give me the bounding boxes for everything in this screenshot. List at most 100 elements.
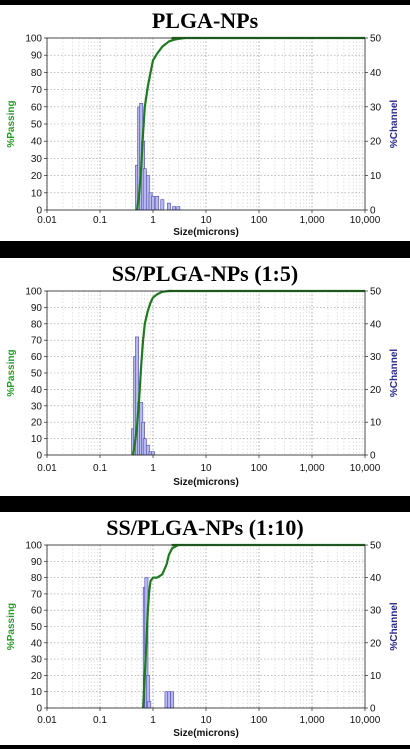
left-axis-label: %Passing	[6, 349, 17, 396]
chart-plot: 0 10 20 30 40 50 60 70 80 90 100 0 10 20 30 40 50 0.01 0.1…	[0, 258, 410, 496]
right-tick-label: 20	[370, 638, 382, 649]
channel-bar	[177, 207, 180, 210]
left-tick-label: 80	[31, 68, 43, 79]
right-tick-label: 50	[370, 287, 382, 298]
x-tick-label: 1	[150, 463, 156, 474]
x-tick-label: 0.01	[37, 215, 57, 226]
x-tick-label: 1	[150, 215, 156, 226]
right-axis-label: %Channel	[389, 602, 400, 651]
chart-panel-3: SS/PLGA-NPs (1:10) 0 10 20 30 40 50 60 70 80 90 10…	[0, 512, 410, 745]
x-tick-label: 10	[200, 715, 212, 726]
left-tick-label: 70	[31, 589, 43, 600]
x-tick-label: 0.01	[37, 463, 57, 474]
grid	[47, 291, 365, 455]
left-tick-label: 20	[31, 418, 43, 429]
left-tick-label: 100	[25, 541, 42, 552]
x-tick-label: 0.1	[93, 715, 107, 726]
channel-bar	[172, 207, 175, 210]
right-tick-label: 30	[370, 352, 382, 363]
channel-bar	[171, 692, 174, 708]
x-tick-label: 0.1	[93, 215, 107, 226]
right-tick-label: 30	[370, 606, 382, 617]
left-tick-label: 90	[31, 51, 43, 62]
chart-panel-1: PLGA-NPs 0 10 20 30 40 50 60 70 80 90 100 0 10 20 30 40…	[0, 5, 410, 241]
right-tick-label: 40	[370, 319, 382, 330]
left-tick-label: 100	[25, 287, 42, 298]
x-tick-label: 1	[150, 715, 156, 726]
channel-bar	[143, 439, 146, 455]
right-tick-label: 50	[370, 541, 382, 552]
x-axis-label: Size(microns)	[173, 227, 239, 238]
right-tick-label: 50	[370, 34, 382, 45]
right-tick-label: 30	[370, 102, 382, 113]
left-tick-label: 100	[25, 34, 42, 45]
channel-bar	[148, 701, 151, 708]
x-tick-label: 10	[200, 463, 212, 474]
left-tick-label: 0	[36, 451, 42, 462]
left-tick-label: 10	[31, 434, 43, 445]
x-tick-label: 1,000	[299, 463, 324, 474]
x-tick-label: 10	[200, 215, 212, 226]
x-tick-label: 100	[251, 463, 268, 474]
right-tick-label: 10	[370, 671, 382, 682]
left-tick-label: 30	[31, 154, 43, 165]
channel-bar	[151, 452, 154, 455]
x-tick-label: 10,000	[350, 715, 381, 726]
left-tick-label: 50	[31, 369, 43, 380]
x-tick-label: 10,000	[350, 215, 381, 226]
right-tick-label: 40	[370, 573, 382, 584]
chart-plot: 0 10 20 30 40 50 60 70 80 90 100 0 10 20 30 40 50 0.01 0.1…	[0, 512, 410, 745]
chart-panel-2: SS/PLGA-NPs (1:5) 0 10 20 30 40 50 60 70 80 90 100…	[0, 258, 410, 496]
right-tick-label: 0	[370, 704, 376, 715]
x-tick-label: 1,000	[299, 215, 324, 226]
left-tick-label: 70	[31, 85, 43, 96]
channel-bar	[167, 203, 170, 210]
left-tick-label: 20	[31, 671, 43, 682]
x-tick-label: 100	[251, 715, 268, 726]
left-tick-label: 10	[31, 188, 43, 199]
x-axis-label: Size(microns)	[173, 477, 239, 488]
left-tick-label: 90	[31, 557, 43, 568]
left-tick-label: 40	[31, 638, 43, 649]
right-tick-label: 40	[370, 68, 382, 79]
left-tick-label: 10	[31, 687, 43, 698]
right-axis-label: %Channel	[389, 100, 400, 149]
left-tick-label: 50	[31, 120, 43, 131]
left-tick-label: 90	[31, 303, 43, 314]
channel-bar	[143, 169, 146, 210]
left-axis-label: %Passing	[6, 100, 17, 147]
x-tick-label: 100	[251, 215, 268, 226]
right-axis-label: %Channel	[389, 349, 400, 398]
channel-bar	[151, 196, 154, 210]
x-tick-label: 0.01	[37, 715, 57, 726]
left-tick-label: 30	[31, 655, 43, 666]
chart-plot: 0 10 20 30 40 50 60 70 80 90 100 0 10 20 30 40 50 0.01 0.1…	[0, 5, 410, 241]
left-tick-label: 80	[31, 573, 43, 584]
left-tick-label: 40	[31, 385, 43, 396]
channel-bar	[161, 200, 164, 210]
grid	[47, 38, 365, 210]
left-axis-label: %Passing	[6, 603, 17, 650]
channel-bar	[156, 196, 159, 210]
right-tick-label: 20	[370, 137, 382, 148]
left-tick-label: 80	[31, 319, 43, 330]
left-tick-label: 0	[36, 704, 42, 715]
x-tick-label: 0.1	[93, 463, 107, 474]
right-tick-label: 20	[370, 385, 382, 396]
left-tick-label: 70	[31, 336, 43, 347]
left-tick-label: 60	[31, 352, 43, 363]
left-tick-label: 20	[31, 171, 43, 182]
right-tick-label: 0	[370, 451, 376, 462]
x-axis-label: Size(microns)	[173, 728, 239, 739]
x-tick-label: 1,000	[299, 715, 324, 726]
right-tick-label: 10	[370, 418, 382, 429]
channel-bar	[167, 692, 170, 708]
left-tick-label: 60	[31, 102, 43, 113]
left-tick-label: 60	[31, 606, 43, 617]
grid	[47, 545, 365, 708]
x-tick-label: 10,000	[350, 463, 381, 474]
left-tick-label: 30	[31, 401, 43, 412]
left-tick-label: 50	[31, 622, 43, 633]
left-tick-label: 40	[31, 137, 43, 148]
right-tick-label: 10	[370, 171, 382, 182]
